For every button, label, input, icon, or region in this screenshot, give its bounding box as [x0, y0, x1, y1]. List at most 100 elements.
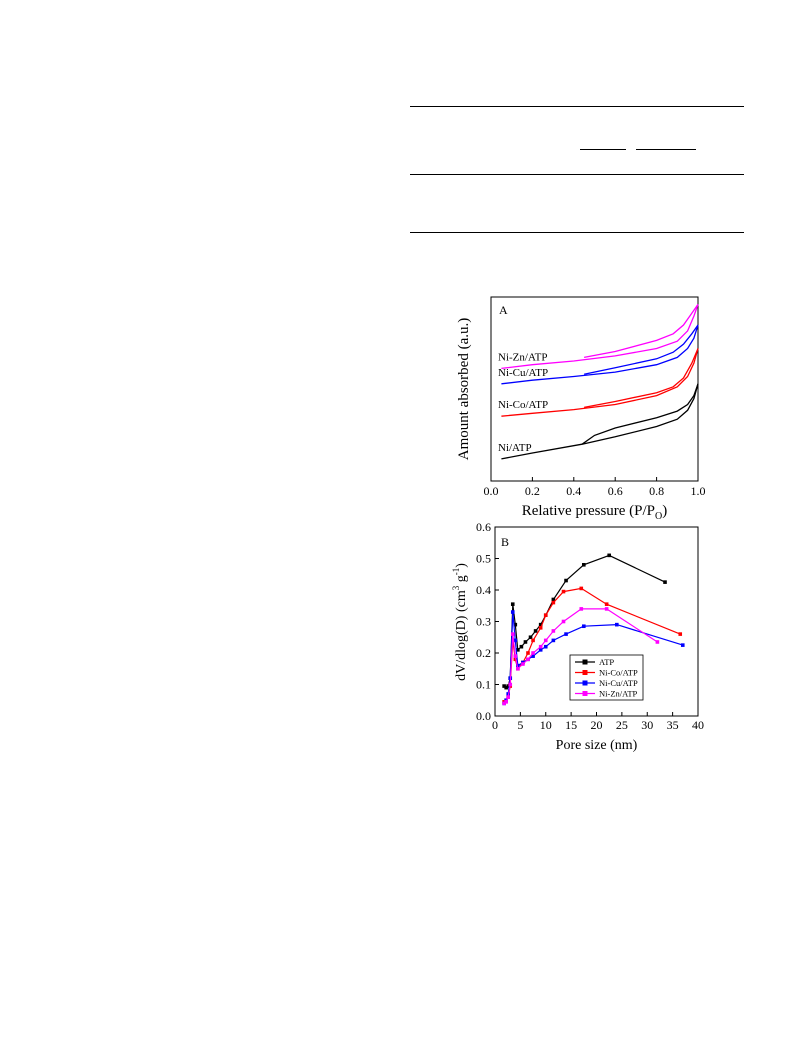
series-atp-point — [523, 640, 528, 644]
panel-a-x-tick-label: 0.4 — [566, 484, 581, 498]
series-ni-cu-atp-point — [543, 644, 548, 649]
table-bottom-rule — [410, 232, 744, 233]
series-ni-cu-atp-point — [513, 638, 518, 643]
panel-a-x-tick-label: 1.0 — [691, 484, 706, 498]
series-ni-atp-desorption-line — [581, 383, 699, 445]
series-ni-zn-atp-point — [510, 632, 515, 636]
series-ni-co-atp-point — [561, 589, 566, 594]
series-atp-point — [513, 622, 518, 627]
panel-a-x-ticks: 0.0 0.2 0.4 0.6 0.8 1.0 — [484, 477, 706, 498]
series-atp-point — [551, 597, 556, 602]
panel-a: A 0.0 0.2 0.4 0.6 0.8 1.0 Ni-Zn/ATPNi-Cu/ATPN… — [456, 296, 706, 522]
legend-ni-cu-atp-label: Ni-Cu/ATP — [599, 678, 638, 688]
series-ni-cu-atp-point — [538, 648, 543, 652]
series-ni-co-atp-point — [678, 632, 683, 636]
series-atp-point — [510, 602, 515, 606]
series-ni-zn-atp-point — [551, 629, 556, 633]
panel-b-x-tick-label: 5 — [517, 718, 523, 732]
series-ni-zn-atp-point — [502, 701, 506, 706]
series-ni-co-atp-label: Ni-Co/ATP — [498, 399, 548, 411]
series-ni-zn-atp-point — [526, 657, 530, 662]
panel-b-label: B — [501, 535, 509, 549]
series-atp-point — [663, 580, 667, 584]
series-atp-point — [504, 685, 508, 690]
series-ni-co-atp-point — [526, 651, 530, 655]
series-ni-zn-atp-point — [513, 654, 518, 658]
series-ni-zn-atp-point — [504, 700, 508, 704]
panel-a-x-tick-label: 0.6 — [608, 484, 623, 498]
panel-b-y-tick-label: 0.5 — [476, 552, 491, 566]
panel-b-y-tick-label: 0.3 — [476, 615, 491, 629]
series-ni-co-atp-point — [538, 626, 543, 630]
series-ni-co-atp-point — [543, 613, 548, 617]
panel-b-series — [502, 553, 685, 706]
series-ni-zn-atp-point — [538, 644, 543, 649]
table-subheader-rule-right — [636, 149, 696, 150]
panel-b-y-tick-label: 0.6 — [476, 520, 491, 534]
series-ni-co-atp-desorption-line — [583, 348, 699, 409]
series-ni-zn-atp-point — [561, 619, 566, 624]
panel-a-x-tick-label: 0.2 — [525, 484, 540, 498]
panel-b-x-tick-label: 25 — [616, 718, 628, 732]
series-ni-zn-atp-point — [604, 607, 609, 611]
panel-b-y-tick-label: 0.4 — [476, 583, 491, 597]
panel-b-x-axis-label: Pore size (nm) — [556, 738, 638, 753]
series-ni-co-atp-point — [579, 586, 584, 591]
panel-b-y-tick-label: 0.1 — [476, 678, 491, 692]
legend-ni-co-atp-swatch-marker — [582, 670, 588, 675]
series-ni-zn-atp-point — [508, 682, 513, 687]
series-atp-point — [528, 635, 533, 640]
panel-a-y-axis-label: Amount absorbed (a.u.) — [456, 318, 472, 460]
legend-ni-zn-atp-swatch-marker — [582, 691, 588, 696]
series-ni-zn-atp-point — [516, 666, 520, 671]
series-atp-point — [607, 553, 611, 558]
legend-ni-cu-atp-swatch-marker — [582, 680, 588, 686]
series-ni-cu-atp-point — [551, 638, 556, 643]
series-ni-zn-atp-point — [579, 607, 584, 611]
panel-b-x-tick-label: 30 — [641, 718, 653, 732]
panel-b-y-tick-label: 0.0 — [476, 709, 491, 723]
panel-b-ticks: 0 5 10 15 20 25 30 35 40 0.0 0.1 0.2 0.3 0.4 0.5 0.6 — [476, 520, 704, 732]
panel-a-x-tick-label: 0.8 — [649, 484, 664, 498]
series-atp-point — [538, 622, 543, 627]
series-ni-zn-atp-point — [543, 638, 548, 643]
series-atp-point — [582, 563, 586, 567]
series-atp-point — [564, 578, 568, 583]
series-ni-cu-atp-point — [680, 643, 685, 647]
series-ni-cu-atp-point — [615, 622, 619, 627]
series-ni-cu-atp-adsorption-line — [501, 324, 699, 385]
panel-b: B 0 5 10 15 20 25 30 35 400.00.10.20.30.40.50.6 … — [451, 520, 704, 753]
table-header-rule — [410, 174, 744, 175]
panel-a-label: A — [499, 303, 508, 317]
series-ni-cu-atp-point — [516, 663, 520, 668]
series-ni-zn-atp-point — [531, 651, 535, 655]
legend-atp-swatch-marker — [582, 659, 588, 665]
series-ni-cu-atp-point — [564, 632, 568, 636]
series-ni-atp-label: Ni/ATP — [498, 442, 532, 454]
series-atp-point — [506, 684, 510, 688]
series-ni-zn-atp-point — [655, 640, 660, 644]
panel-a-series: Ni-Zn/ATP Ni-Cu/ATP Ni-Co/ATP Ni/ATP — [498, 304, 699, 460]
legend-ni-co-atp-label: Ni-Co/ATP — [599, 668, 638, 678]
series-ni-cu-atp-point — [531, 654, 535, 658]
legend-ni-zn-atp-label: Ni-Zn/ATP — [599, 689, 638, 699]
series-atp-point — [533, 629, 538, 633]
series-atp-point — [519, 644, 524, 649]
panel-b-x-tick-label: 40 — [692, 718, 704, 732]
panel-b-y-tick-label: 0.2 — [476, 646, 491, 660]
series-ni-atp-adsorption-line — [501, 383, 699, 460]
panel-b-x-tick-label: 15 — [565, 718, 577, 732]
table-top-rule — [410, 106, 744, 107]
series-atp-point — [516, 648, 520, 652]
series-atp-point — [502, 684, 506, 688]
series-ni-cu-atp-point — [510, 610, 515, 614]
series-ni-cu-atp-label: Ni-Cu/ATP — [498, 367, 548, 379]
panel-a-x-tick-label: 0.0 — [484, 484, 499, 498]
table-subheader-rule-left — [580, 149, 626, 150]
panel-a-plot-frame — [490, 296, 699, 482]
panel-b-y-axis-label: dV/dlog(D) (cm3 g-1) — [451, 563, 469, 681]
series-ni-zn-atp-point — [506, 695, 510, 699]
panel-b-x-tick-label: 0 — [492, 718, 498, 732]
